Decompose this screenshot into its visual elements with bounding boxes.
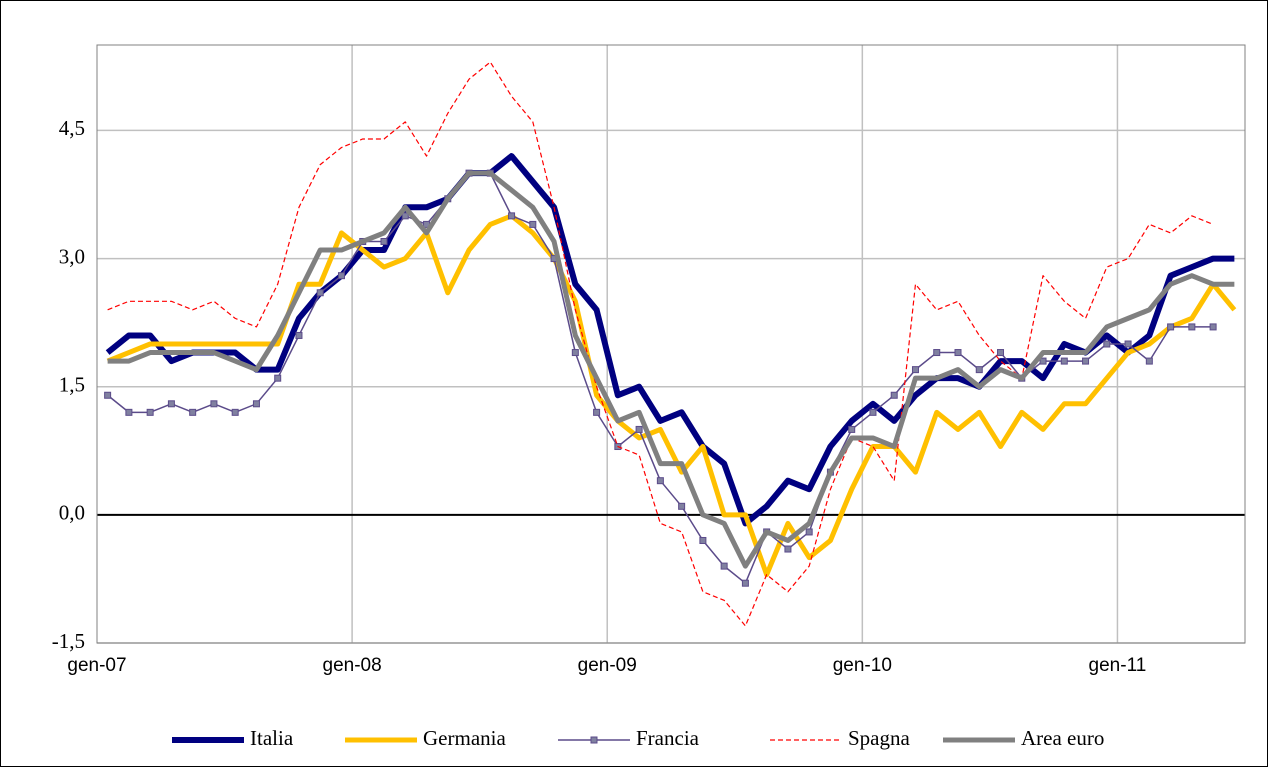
x-tick-label: gen-10 xyxy=(833,655,892,676)
data-point xyxy=(380,237,388,245)
data-point xyxy=(1103,340,1111,348)
y-tick-label: 1,5 xyxy=(59,373,85,397)
y-tick-label: 4,5 xyxy=(59,116,85,140)
axis-labels: -1,5 0,0 1,5 3,0 4,5 gen-07 gen-08 gen-09 gen-10… xyxy=(52,116,1147,676)
data-point xyxy=(508,212,516,220)
data-point xyxy=(189,408,197,416)
data-point xyxy=(295,331,303,339)
y-tick-label: 0,0 xyxy=(59,501,85,525)
data-point xyxy=(720,562,728,570)
series-line xyxy=(107,170,1235,569)
data-point xyxy=(997,349,1005,357)
data-point xyxy=(146,408,154,416)
data-point xyxy=(1145,357,1153,365)
data-point xyxy=(1060,357,1068,365)
data-point xyxy=(593,408,601,416)
legend-label: Italia xyxy=(250,726,294,750)
series-line xyxy=(105,153,1235,527)
plot-lines xyxy=(104,61,1237,627)
legend: Italia Germania Francia Spagna Area euro xyxy=(172,726,1104,750)
data-point xyxy=(252,400,260,408)
data-point xyxy=(869,408,877,416)
data-point xyxy=(125,408,133,416)
data-point xyxy=(167,400,175,408)
data-point xyxy=(699,536,707,544)
data-point xyxy=(571,349,579,357)
y-tick-label: -1,5 xyxy=(52,629,85,653)
data-point xyxy=(656,477,664,485)
legend-label: Germania xyxy=(423,726,506,750)
series-line xyxy=(106,213,1237,578)
data-point xyxy=(104,391,112,399)
legend-label: Spagna xyxy=(848,726,911,750)
data-point xyxy=(337,272,345,280)
x-tick-label: gen-07 xyxy=(67,655,126,676)
x-tick-label: gen-08 xyxy=(323,655,382,676)
data-point xyxy=(975,366,983,374)
data-point xyxy=(274,374,282,382)
data-point xyxy=(635,425,643,433)
data-point xyxy=(678,502,686,510)
data-point xyxy=(741,579,749,587)
x-tick-label: gen-09 xyxy=(578,655,637,676)
x-tick-label: gen-11 xyxy=(1089,655,1147,676)
legend-marker xyxy=(590,736,598,744)
data-point xyxy=(1188,323,1196,331)
data-point xyxy=(529,220,537,228)
data-point xyxy=(316,289,324,297)
data-point xyxy=(848,425,856,433)
data-point xyxy=(1209,323,1217,331)
data-point xyxy=(890,391,898,399)
data-point xyxy=(805,528,813,536)
data-point xyxy=(401,212,409,220)
data-point xyxy=(933,349,941,357)
data-point xyxy=(231,408,239,416)
legend-label: Francia xyxy=(636,726,700,750)
data-point xyxy=(954,349,962,357)
data-point xyxy=(1167,323,1175,331)
data-point xyxy=(1082,357,1090,365)
data-point xyxy=(784,545,792,553)
data-point xyxy=(1124,340,1132,348)
legend-label: Area euro xyxy=(1021,726,1104,750)
y-tick-label: 3,0 xyxy=(59,244,85,268)
data-point xyxy=(911,366,919,374)
data-point xyxy=(1039,357,1047,365)
plot-border xyxy=(96,44,1246,644)
data-point xyxy=(210,400,218,408)
